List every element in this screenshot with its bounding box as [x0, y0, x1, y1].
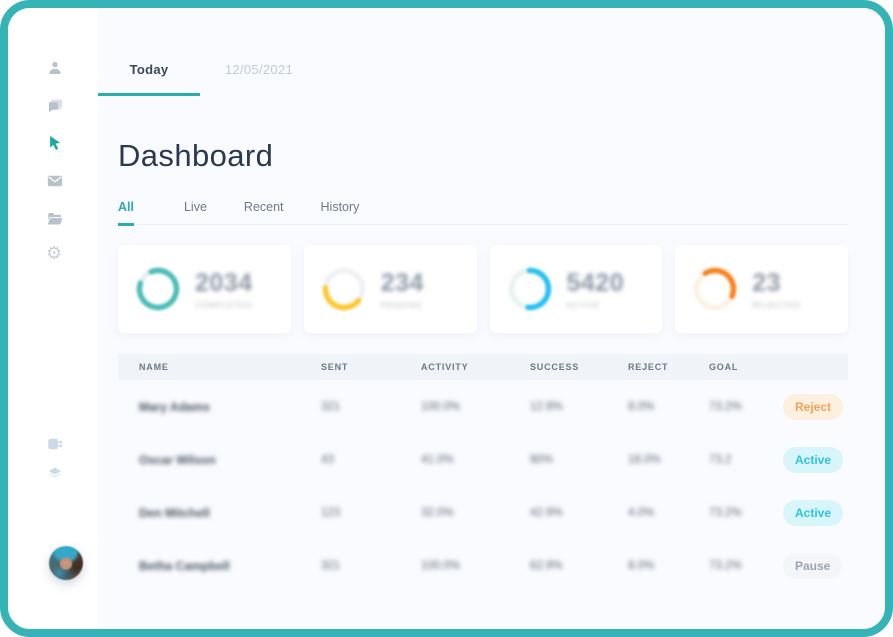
- cell-sent: 123: [321, 506, 341, 519]
- cell-goal: 73.2: [709, 453, 732, 466]
- folder-icon[interactable]: [46, 210, 64, 228]
- col-reject: REJECT: [628, 362, 669, 372]
- stat-label: REJECTED: [752, 300, 801, 310]
- cell-reject: 8.0%: [628, 400, 655, 413]
- stat-card-completed: 2034 COMPLETED: [118, 245, 291, 333]
- stat-value: 5420: [566, 268, 625, 297]
- cell-name: Den Mitchell: [139, 505, 210, 520]
- cell-goal: 73.2%: [709, 559, 742, 572]
- cell-sent: 321: [321, 400, 341, 413]
- cell-goal: 73.2%: [709, 400, 742, 413]
- tab-date[interactable]: 12/05/2021: [200, 45, 318, 93]
- results-table: NAME SENT ACTIVITY SUCCESS REJECT GOAL M…: [118, 354, 848, 592]
- cell-sent: 321: [321, 559, 341, 572]
- cell-activity: 32.0%: [421, 506, 454, 519]
- donut-chart: [136, 267, 180, 311]
- stat-card-rejected: 23 REJECTED: [675, 245, 848, 333]
- stat-value: 2034: [195, 268, 253, 297]
- cell-reject: 18.0%: [628, 453, 661, 466]
- stat-label: COMPLETED: [195, 300, 252, 310]
- cell-reject: 8.0%: [628, 559, 655, 572]
- tab-recent[interactable]: Recent: [243, 200, 284, 214]
- tab-today[interactable]: Today: [98, 45, 200, 96]
- tab-date-label: 12/05/2021: [224, 61, 294, 77]
- tab-all[interactable]: All: [118, 200, 134, 226]
- plugin-icon[interactable]: [46, 435, 64, 453]
- cursor-icon[interactable]: [46, 134, 64, 152]
- cell-success: 62.9%: [530, 559, 563, 572]
- tab-live[interactable]: Live: [183, 200, 207, 214]
- stat-card-active: 5420 ACTIVE: [489, 245, 663, 333]
- donut-chart: [322, 267, 365, 311]
- donut-chart: [694, 267, 737, 311]
- col-activity: ACTIVITY: [421, 362, 469, 372]
- stat-label: PENDING: [380, 300, 423, 310]
- sidebar: ⚙: [8, 8, 98, 629]
- table-row[interactable]: Betha Campbell 321 100.0% 62.9% 8.0% 73.…: [118, 539, 848, 592]
- mail-icon[interactable]: [46, 172, 64, 190]
- filter-tabs: All Live Recent History: [118, 200, 848, 226]
- stat-label: ACTIVE: [566, 300, 601, 310]
- stat-cards: 2034 COMPLETED 234 PENDING 5420 ACTIVE: [118, 245, 848, 333]
- table-row[interactable]: Oscar Wilson 43 41.0% 90% 18.0% 73.2 Act…: [118, 433, 848, 486]
- status-badge[interactable]: Pause: [783, 552, 843, 579]
- cell-reject: 4.0%: [628, 506, 655, 519]
- top-tab-bar: Today 12/05/2021: [98, 45, 318, 96]
- cell-activity: 100.0%: [421, 400, 461, 413]
- cell-success: 90%: [530, 453, 554, 466]
- cell-sent: 43: [321, 453, 334, 466]
- tab-history[interactable]: History: [320, 200, 360, 214]
- layers-icon[interactable]: [46, 465, 64, 483]
- stat-card-pending: 234 PENDING: [303, 245, 477, 333]
- stat-value: 234: [380, 268, 424, 297]
- main-area: Today 12/05/2021 Dashboard All Live Rece…: [98, 8, 885, 629]
- cell-goal: 73.2%: [709, 506, 742, 519]
- cell-name: Oscar Wilson: [139, 452, 216, 467]
- cell-name: Betha Campbell: [139, 558, 230, 573]
- user-avatar[interactable]: [49, 546, 83, 580]
- cell-name: Mary Adams: [139, 399, 210, 414]
- col-goal: GOAL: [709, 362, 739, 372]
- gear-icon[interactable]: ⚙: [46, 243, 63, 263]
- tab-today-label: Today: [129, 61, 169, 77]
- status-badge[interactable]: Active: [783, 499, 844, 526]
- status-badge[interactable]: Reject: [783, 393, 844, 420]
- table-header: NAME SENT ACTIVITY SUCCESS REJECT GOAL: [118, 354, 848, 380]
- table-row[interactable]: Mary Adams 321 100.0% 12.9% 8.0% 73.2% R…: [118, 380, 848, 433]
- col-sent: SENT: [321, 362, 349, 372]
- cell-success: 42.9%: [530, 506, 563, 519]
- col-name: NAME: [139, 362, 169, 372]
- cell-success: 12.9%: [530, 400, 563, 413]
- chat-icon[interactable]: [46, 97, 64, 115]
- col-success: SUCCESS: [530, 362, 580, 372]
- cell-activity: 100.0%: [421, 559, 461, 572]
- donut-chart: [508, 267, 551, 311]
- cell-activity: 41.0%: [421, 453, 454, 466]
- status-badge[interactable]: Active: [783, 446, 844, 473]
- stat-value: 23: [752, 268, 782, 297]
- table-row[interactable]: Den Mitchell 123 32.0% 42.9% 4.0% 73.2% …: [118, 486, 848, 539]
- user-icon[interactable]: [46, 59, 64, 77]
- page-title: Dashboard: [118, 138, 274, 173]
